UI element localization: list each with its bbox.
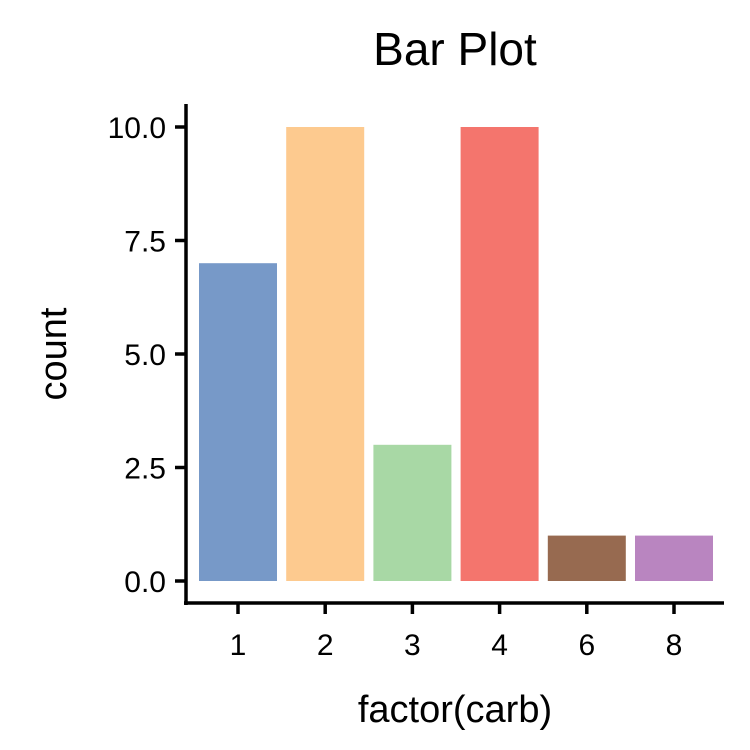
bar-8 <box>635 535 713 581</box>
x-tick-label-8: 8 <box>666 629 683 662</box>
y-tick-label-0: 0.0 <box>124 566 166 599</box>
bars-group <box>199 127 713 581</box>
y-tick-label-3: 7.5 <box>124 226 166 259</box>
bar-6 <box>547 535 626 581</box>
x-tick-label-4: 4 <box>491 629 508 662</box>
bar-1 <box>199 263 277 581</box>
y-tick-label-2: 5.0 <box>124 339 166 372</box>
x-axis-title: factor(carb) <box>358 689 552 731</box>
y-tick-label-1: 2.5 <box>124 453 166 486</box>
y-axis: 0.0 2.5 5.0 7.5 10.0 <box>108 104 188 605</box>
bar-3 <box>373 444 452 581</box>
x-tick-label-1: 1 <box>230 629 247 662</box>
x-axis: 1 2 3 4 6 8 <box>184 601 724 662</box>
x-tick-label-6: 6 <box>578 629 595 662</box>
bar-2 <box>286 127 365 581</box>
bar-4 <box>460 127 539 581</box>
x-tick-label-2: 2 <box>317 629 334 662</box>
chart-title: Bar Plot <box>373 23 537 75</box>
y-tick-label-4: 10.0 <box>108 112 166 145</box>
x-tick-label-3: 3 <box>404 629 421 662</box>
y-axis-title: count <box>33 307 75 400</box>
